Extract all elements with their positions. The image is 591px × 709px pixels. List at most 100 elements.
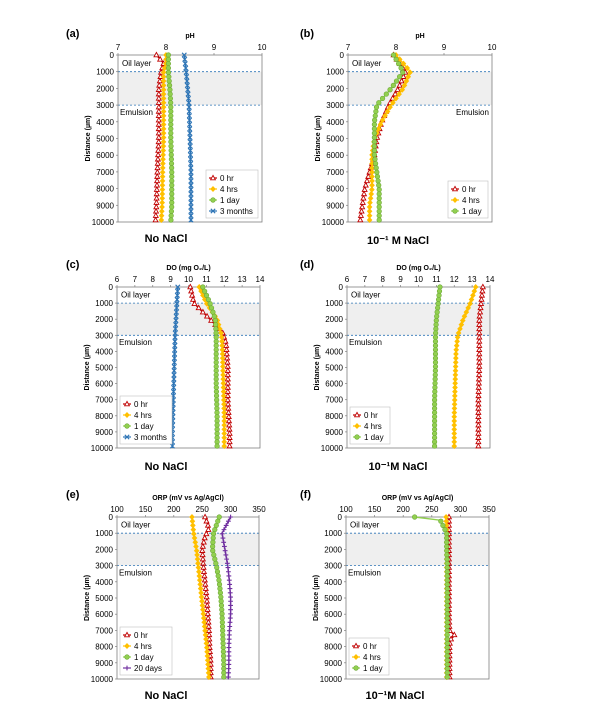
data-point [210,535,216,541]
data-point [367,195,374,202]
data-point [200,568,208,575]
data-point [186,100,192,106]
data-point [218,594,224,600]
data-point [211,552,217,558]
data-point [431,443,438,449]
data-point [404,64,411,72]
data-point [379,95,386,102]
data-point [214,443,220,449]
data-point [204,614,212,621]
data-point [218,602,225,609]
data-point [171,368,177,374]
data-point [210,539,216,545]
data-point [210,548,216,554]
data-point [226,636,232,642]
data-point [152,207,160,214]
data-point [155,138,162,145]
data-point [444,628,450,634]
legend-marker [210,208,216,214]
legend-marker [123,400,131,407]
data-point [185,91,191,97]
y-tick-label: 5000 [95,594,113,603]
legend-label: 4 hrs [134,642,152,651]
data-point [168,100,174,106]
data-point [188,195,194,201]
data-point [226,577,232,583]
data-point [465,304,472,311]
data-point [444,653,450,659]
data-point [202,580,209,587]
data-point [362,181,369,188]
data-point [444,564,450,571]
legend-marker [452,208,458,214]
data-point [187,152,194,158]
data-point [203,597,211,604]
data-point [168,126,174,132]
data-point [444,552,450,558]
data-point [227,619,233,625]
panel-caption: No NaCl [145,233,188,245]
oil-layer-label: Oil layer [121,521,151,530]
data-point [405,73,412,80]
x-tick-label: 9 [212,43,217,52]
data-point [155,142,162,149]
data-point [167,91,173,97]
data-point [444,657,450,663]
y-tick-label: 3000 [95,562,113,571]
y-tick-label: 10000 [92,218,115,227]
data-point [169,173,175,180]
data-point [371,121,378,128]
data-point [374,169,380,175]
data-point [169,443,176,449]
legend-marker [123,631,131,638]
data-point [188,178,194,184]
legend-label: 4 hrs [220,185,238,194]
data-point [434,313,440,319]
data-point [226,657,232,663]
data-point [225,565,231,570]
data-point [168,104,174,110]
data-point [471,288,478,295]
data-point [371,130,378,136]
data-point [167,95,174,102]
data-point [203,593,210,600]
data-point [171,363,177,370]
legend: 0 hr 4 hrs 1 day [348,637,390,676]
data-point [226,662,232,667]
legend-label: 0 hr [220,174,234,183]
data-point [470,292,476,299]
data-point [225,674,231,680]
data-point [444,581,450,587]
data-point [444,598,450,604]
data-point [376,187,382,193]
data-point [221,666,227,672]
x-tick-label: 100 [339,505,353,514]
emulsion-region [346,533,489,566]
data-point [376,191,382,197]
series-line [183,54,192,222]
data-point [220,640,226,646]
data-point [373,160,379,167]
data-point [175,284,181,290]
data-point [168,208,175,214]
legend-marker [124,411,130,419]
y-tick-label: 10000 [91,444,114,453]
data-point [444,640,450,646]
legend: 0 hr 4 hrs 1 day 3 months [119,395,173,445]
chart-panel: 7 8 9 10 pH 0 1000 2000 3000 4000 5000 6000 7000 8000… [66,28,267,245]
data-point [168,160,175,167]
panel-caption: 10⁻¹M NaCl [366,690,425,702]
data-point [169,187,175,193]
y-tick-label: 8000 [326,185,344,194]
legend-marker [353,653,359,661]
data-point [371,139,378,145]
emulsion-region [117,303,260,336]
data-point [440,522,446,529]
oil-layer-label: Oil layer [350,521,380,530]
data-point [376,217,382,223]
data-point [169,178,175,184]
data-point [363,177,371,184]
legend-marker [353,411,361,418]
data-point [205,526,212,532]
data-point [444,586,450,592]
